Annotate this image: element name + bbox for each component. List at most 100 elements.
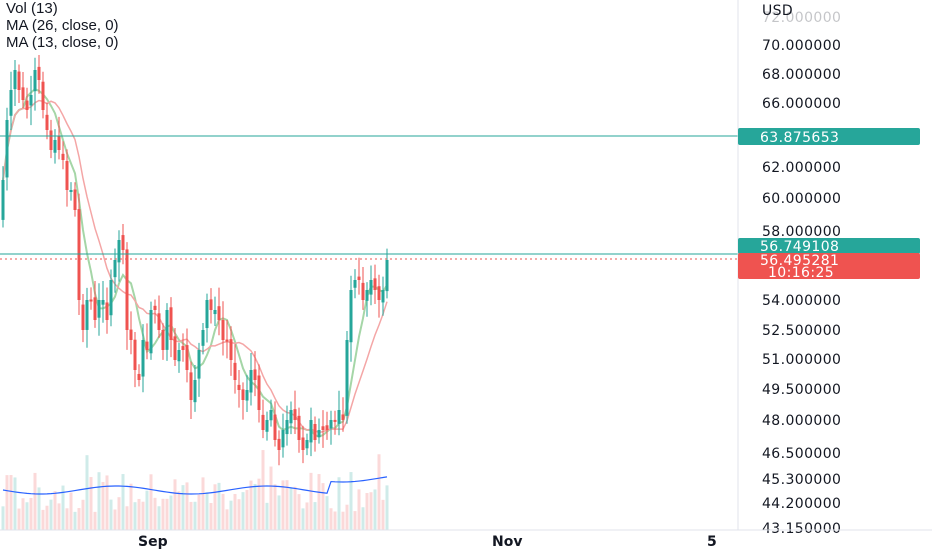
price-tick: 62.000000 [762, 160, 841, 176]
price-tick: 72.000000 [762, 10, 841, 26]
price-tick: 52.500000 [762, 323, 841, 339]
volume-bar [193, 501, 197, 530]
volume-bar [345, 504, 349, 530]
candle-body [297, 415, 301, 440]
volume-ma-line [2, 476, 388, 495]
volume-bar [209, 503, 213, 530]
candle-body [209, 299, 213, 310]
candle-body [361, 282, 365, 300]
candle-body [57, 135, 61, 150]
volume-bar [233, 493, 237, 530]
volume-bar [361, 507, 365, 530]
volume-bar [277, 495, 281, 530]
candle-body [253, 369, 257, 380]
volume-bar [229, 500, 233, 530]
volume-bar [313, 502, 317, 530]
volume-bar [293, 486, 297, 530]
volume-bar [165, 498, 169, 530]
volume-bar [357, 489, 361, 530]
volume-bar [41, 509, 45, 530]
price-axis[interactable]: USD 72.000000 70.000000 68.000000 66.000… [762, 3, 841, 537]
candle-body [341, 414, 345, 420]
price-tick: 68.000000 [762, 67, 841, 83]
candle-body [125, 249, 129, 330]
volume-bar [217, 482, 221, 530]
volume-bar [301, 508, 305, 530]
legend-ma-13[interactable]: MA (13, close, 0) [6, 34, 119, 51]
candle-body [345, 340, 349, 416]
volume-bar [93, 511, 97, 530]
volume-bar [37, 487, 41, 530]
candle-body [105, 302, 109, 320]
candle-body [65, 161, 69, 190]
volume-bar [45, 505, 49, 530]
volume-bar [129, 483, 133, 530]
volume-bar [377, 454, 381, 530]
candle-body [365, 290, 369, 301]
volume-bar [369, 492, 373, 530]
candle-body [249, 370, 253, 393]
candle-body [217, 306, 221, 320]
candle-body [305, 440, 309, 449]
candle-body [37, 66, 41, 80]
legend-ma-26[interactable]: MA (26, close, 0) [6, 17, 119, 34]
price-tick: 49.500000 [762, 382, 841, 398]
candle-body [29, 95, 33, 106]
candle-body [41, 81, 45, 110]
price-tick: 66.000000 [762, 96, 841, 112]
candle-body [177, 350, 181, 362]
candle-body [381, 290, 385, 303]
volume-bar [105, 475, 109, 530]
volume-bar [121, 474, 125, 530]
candle-body [257, 375, 261, 410]
candle-body [17, 71, 21, 90]
volume-bar [245, 490, 249, 530]
volume-bar [141, 501, 145, 530]
volume-bar [145, 490, 149, 530]
volume-bar [309, 472, 313, 530]
candle-body [25, 100, 29, 110]
candle-body [33, 70, 37, 92]
candle-body [165, 310, 169, 350]
volume-bar [9, 475, 13, 530]
candle-body [285, 420, 289, 435]
last-price-tag: 56.495281 10:16:25 [738, 253, 920, 281]
time-tick-nov: Nov [492, 534, 522, 550]
legend-volume[interactable]: Vol (13) [6, 0, 58, 17]
volume-bar [333, 511, 337, 530]
volume-bar [273, 484, 277, 530]
candle-body [205, 300, 209, 329]
candle-body [237, 384, 241, 390]
volume-bar [221, 493, 225, 530]
candle-body [13, 70, 17, 90]
volume-bar [17, 508, 21, 530]
candle-body [245, 390, 249, 401]
candle-body [1, 180, 5, 220]
candle-body [137, 373, 141, 380]
candle-body [133, 339, 137, 370]
candle-body [173, 336, 177, 360]
volume-bar [49, 499, 53, 530]
candle-body [141, 340, 145, 377]
volume-bar [317, 474, 321, 530]
time-axis[interactable]: Sep Nov 5 [138, 534, 717, 550]
candle-body [21, 87, 25, 100]
volume-bar [5, 475, 9, 530]
candle-body [353, 280, 357, 288]
candle-body [121, 235, 125, 250]
candle-body [337, 410, 341, 424]
candle-body [221, 319, 225, 340]
volume-bar [69, 492, 73, 530]
candle-body [69, 190, 73, 192]
candle-body [85, 300, 89, 330]
volume-bar [113, 509, 117, 530]
candle-body [349, 290, 353, 343]
candle-body [325, 425, 329, 430]
candle-body [313, 424, 317, 440]
indicator-legend: Vol (13) MA (26, close, 0) MA (13, close… [6, 0, 119, 51]
candle-body [369, 280, 373, 295]
volume-bar [181, 485, 185, 530]
volume-bar [237, 499, 241, 530]
candle-body [109, 280, 113, 316]
